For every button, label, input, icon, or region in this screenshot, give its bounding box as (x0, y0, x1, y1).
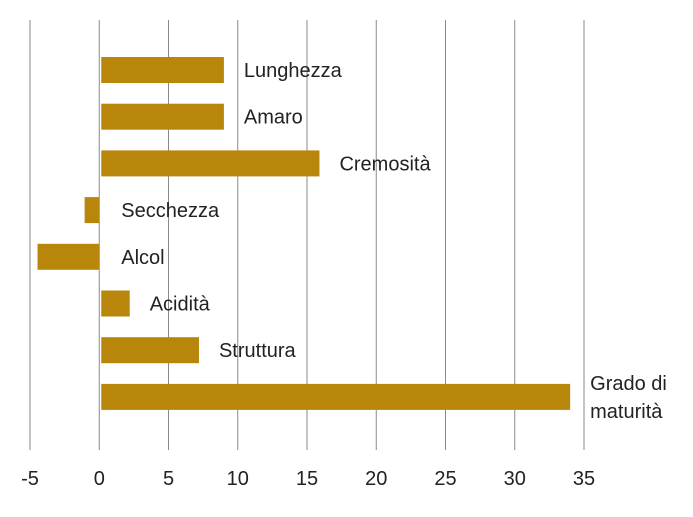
x-tick-label: 0 (94, 468, 105, 490)
category-label-line: Secchezza (121, 200, 220, 222)
category-label-cremosita: Cremosità (339, 153, 431, 175)
x-tick-label: 10 (227, 468, 249, 490)
category-label-line: Acidità (150, 294, 211, 316)
bar-alcol (37, 243, 100, 270)
category-label-lunghezza: Lunghezza (244, 60, 343, 82)
category-label-line: Cremosità (339, 153, 431, 175)
category-label-secchezza: Secchezza (121, 200, 220, 222)
bar-secchezza (84, 197, 100, 224)
x-tick-label: 5 (163, 468, 174, 490)
category-label-line: Grado di (590, 373, 667, 395)
category-label-line: Lunghezza (244, 60, 343, 82)
category-label-struttura: Struttura (219, 340, 297, 362)
category-label-acidita: Acidità (150, 294, 211, 316)
x-tick-label: 15 (296, 468, 318, 490)
x-tick-label: -5 (21, 468, 39, 490)
bar-grado-di-maturita (101, 383, 571, 410)
x-tick-label: 30 (504, 468, 526, 490)
bar-lunghezza (101, 57, 224, 83)
category-labels: Lunghezza Amaro Cremosità Secchezza Alcol Aci… (121, 60, 667, 423)
bar-amaro (101, 103, 224, 130)
x-tick-label: 35 (573, 468, 595, 490)
category-label-line: Alcol (121, 247, 164, 269)
bars (37, 57, 571, 410)
x-tick-label: 20 (365, 468, 387, 490)
category-label-line: maturità (590, 401, 663, 423)
x-axis-ticks: -5 0 5 10 15 20 25 30 35 (21, 468, 595, 490)
bar-acidita (101, 290, 130, 317)
category-label-line: Amaro (244, 107, 303, 129)
category-label-grado-di-maturita: Grado di maturità (590, 373, 667, 423)
bar-struttura (101, 337, 199, 364)
category-label-line: Struttura (219, 340, 297, 362)
gridlines (29, 20, 585, 450)
category-label-alcol: Alcol (121, 247, 164, 269)
bar-cremosita (101, 150, 320, 177)
category-label-amaro: Amaro (244, 107, 303, 129)
x-tick-label: 25 (434, 468, 456, 490)
